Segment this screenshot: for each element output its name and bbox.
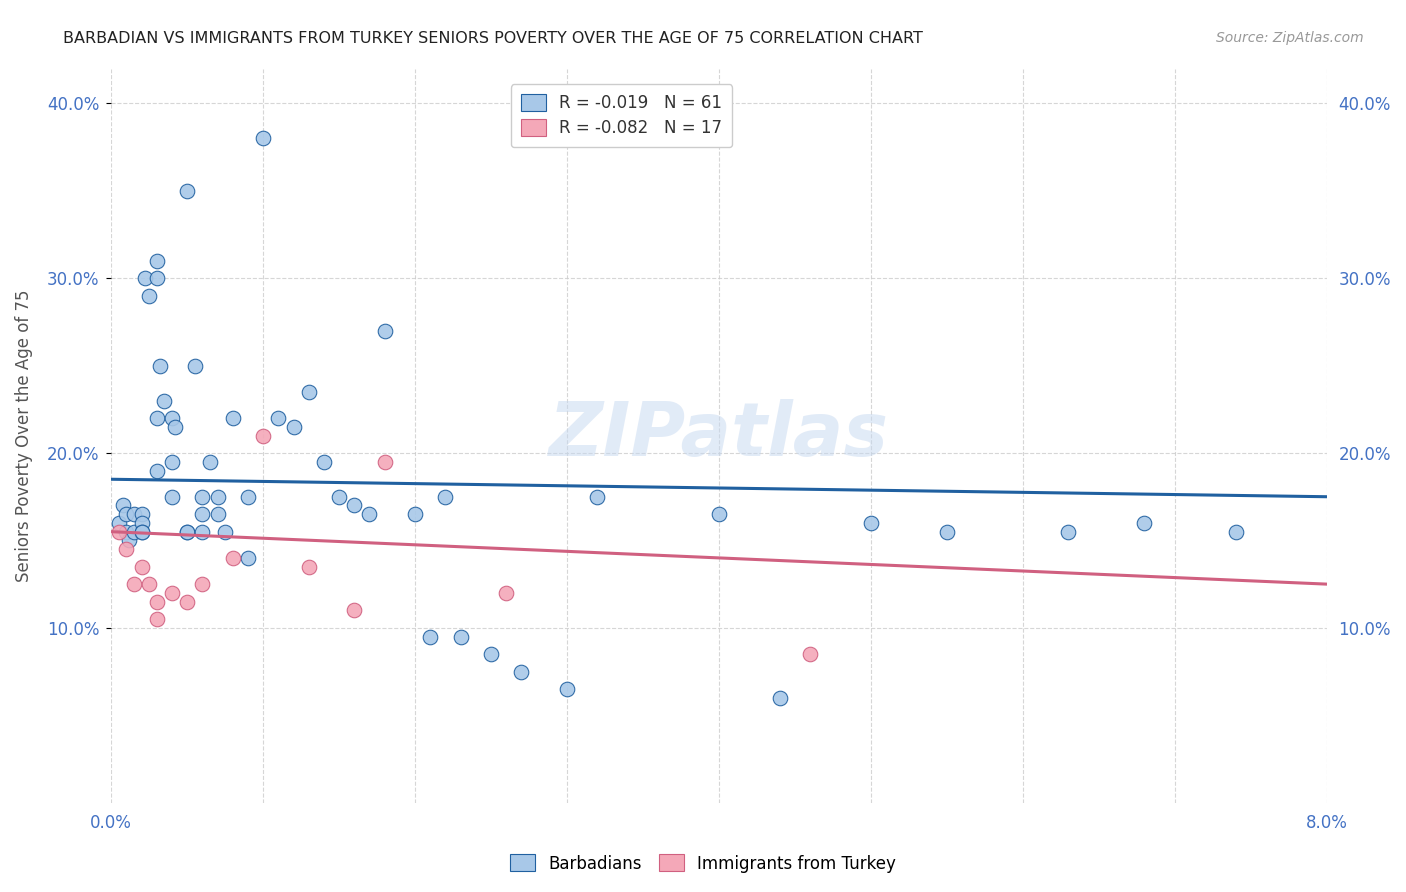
Point	[434, 490, 457, 504]
Point	[283, 419, 305, 434]
Point	[153, 393, 176, 408]
Point	[138, 289, 160, 303]
Point	[510, 665, 533, 679]
Point	[191, 524, 214, 539]
Point	[707, 507, 730, 521]
Point	[252, 428, 274, 442]
Point	[222, 550, 245, 565]
Point	[131, 524, 153, 539]
Point	[146, 253, 169, 268]
Point	[198, 455, 221, 469]
Point	[131, 559, 153, 574]
Point	[769, 690, 792, 705]
Text: Source: ZipAtlas.com: Source: ZipAtlas.com	[1216, 31, 1364, 45]
Point	[122, 524, 145, 539]
Point	[160, 586, 183, 600]
Point	[163, 419, 186, 434]
Point	[1225, 524, 1247, 539]
Point	[359, 507, 381, 521]
Point	[160, 490, 183, 504]
Point	[191, 577, 214, 591]
Point	[131, 516, 153, 530]
Point	[134, 271, 156, 285]
Point	[176, 524, 198, 539]
Point	[1057, 524, 1080, 539]
Point	[586, 490, 609, 504]
Legend: R = -0.019   N = 61, R = -0.082   N = 17: R = -0.019 N = 61, R = -0.082 N = 17	[510, 84, 733, 147]
Point	[138, 577, 160, 591]
Point	[495, 586, 517, 600]
Point	[555, 681, 578, 696]
Point	[450, 630, 472, 644]
Point	[115, 524, 138, 539]
Point	[191, 490, 214, 504]
Point	[214, 524, 236, 539]
Point	[146, 612, 169, 626]
Point	[859, 516, 882, 530]
Point	[222, 411, 245, 425]
Point	[131, 524, 153, 539]
Point	[328, 490, 350, 504]
Point	[935, 524, 957, 539]
Point	[115, 542, 138, 557]
Point	[131, 507, 153, 521]
Point	[115, 507, 138, 521]
Point	[479, 647, 502, 661]
Point	[298, 384, 321, 399]
Point	[343, 499, 366, 513]
Point	[267, 411, 290, 425]
Point	[374, 455, 396, 469]
Point	[404, 507, 426, 521]
Point	[146, 411, 169, 425]
Point	[112, 499, 135, 513]
Legend: Barbadians, Immigrants from Turkey: Barbadians, Immigrants from Turkey	[503, 847, 903, 880]
Text: ZIPatlas: ZIPatlas	[548, 399, 889, 472]
Point	[236, 490, 259, 504]
Point	[191, 507, 214, 521]
Point	[149, 359, 172, 373]
Point	[160, 411, 183, 425]
Point	[252, 131, 274, 145]
Point	[176, 184, 198, 198]
Point	[146, 594, 169, 608]
Point	[236, 550, 259, 565]
Point	[419, 630, 441, 644]
Point	[122, 577, 145, 591]
Point	[176, 524, 198, 539]
Point	[118, 533, 141, 548]
Point	[146, 271, 169, 285]
Point	[343, 603, 366, 617]
Point	[146, 463, 169, 477]
Point	[107, 524, 129, 539]
Point	[176, 594, 198, 608]
Point	[1133, 516, 1156, 530]
Point	[207, 507, 229, 521]
Point	[184, 359, 207, 373]
Text: BARBADIAN VS IMMIGRANTS FROM TURKEY SENIORS POVERTY OVER THE AGE OF 75 CORRELATI: BARBADIAN VS IMMIGRANTS FROM TURKEY SENI…	[63, 31, 924, 46]
Y-axis label: Seniors Poverty Over the Age of 75: Seniors Poverty Over the Age of 75	[15, 289, 32, 582]
Point	[160, 455, 183, 469]
Point	[107, 516, 129, 530]
Point	[207, 490, 229, 504]
Point	[312, 455, 335, 469]
Point	[122, 507, 145, 521]
Point	[298, 559, 321, 574]
Point	[799, 647, 821, 661]
Point	[374, 324, 396, 338]
